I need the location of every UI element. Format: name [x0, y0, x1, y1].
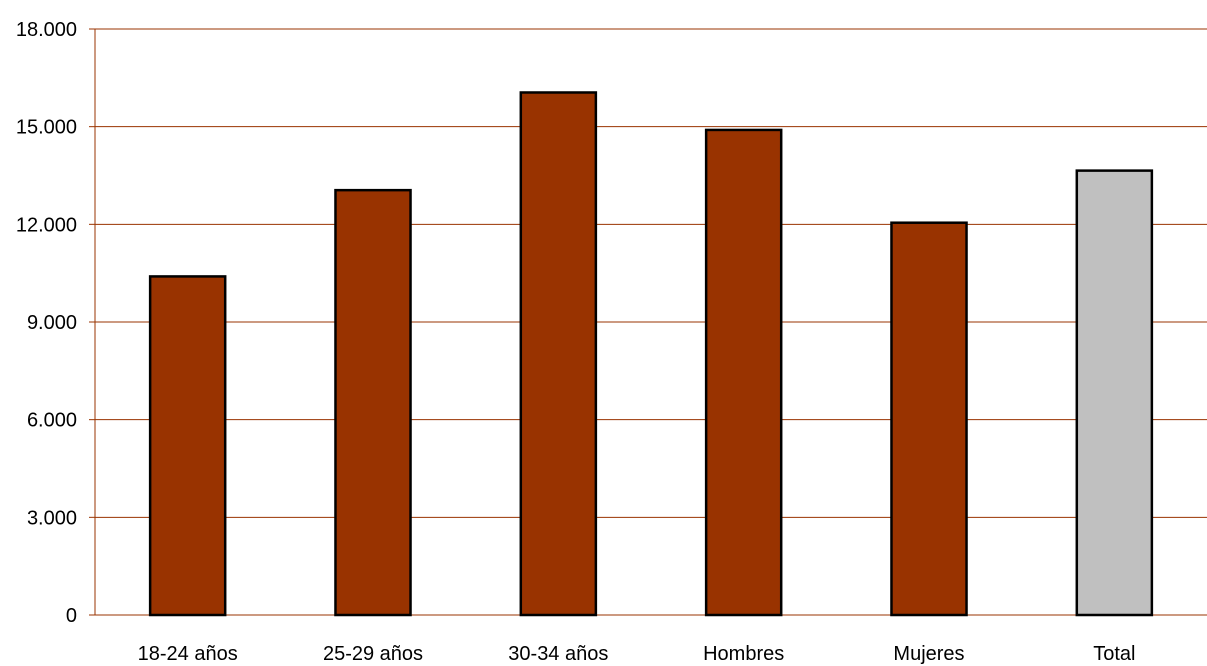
bar-2 [519, 91, 598, 617]
bars [148, 91, 1154, 617]
bar-4 [890, 221, 968, 617]
y-tick-label: 18.000 [16, 19, 77, 41]
y-tick-label: 9.000 [27, 312, 77, 334]
x-tick-labels: 18-24 años 25-29 años 30-34 años Hombres Muj… [138, 643, 1136, 665]
x-category-label: 30-34 años [508, 643, 608, 665]
x-category-label: 25-29 años [323, 643, 423, 665]
y-tick-label: 6.000 [27, 410, 77, 432]
axes [89, 28, 1207, 616]
bar-0 [148, 275, 227, 617]
y-tick-label: 0 [66, 605, 77, 627]
y-tick-label: 15.000 [16, 117, 77, 139]
x-category-label: Hombres [703, 643, 784, 665]
y-tick-label: 3.000 [27, 507, 77, 529]
bar-1 [334, 188, 412, 617]
bar-5 [1075, 169, 1154, 617]
bar-3 [704, 128, 783, 617]
gridlines [95, 28, 1207, 518]
x-category-label: Mujeres [893, 643, 964, 665]
x-category-label: 18-24 años [138, 643, 238, 665]
y-tick-labels: 0 3.000 6.000 9.000 12.000 15.000 18.000 [16, 19, 77, 627]
y-tick-label: 12.000 [16, 214, 77, 236]
x-category-label: Total [1093, 643, 1135, 665]
